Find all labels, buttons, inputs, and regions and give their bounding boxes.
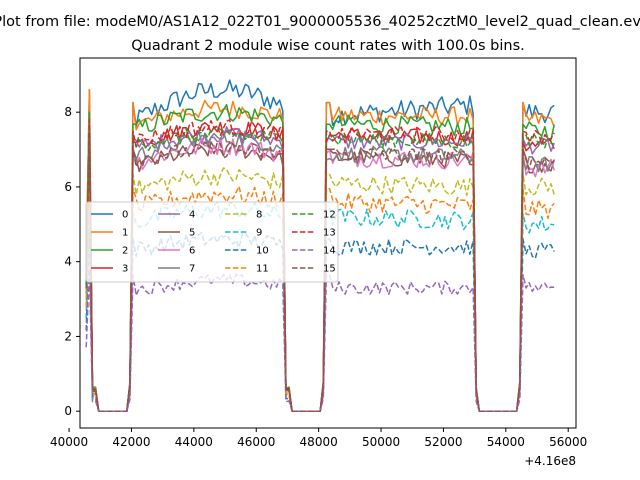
legend-label-11: 11 [256,264,269,275]
x-tick-label: 56000 [549,435,587,449]
axes: 40000 42000 44000 46000 48000 50000 52000 54000… [50,57,587,468]
x-tick-label: 48000 [300,435,338,449]
x-tick-label: 40000 [50,435,88,449]
y-tick-label: 8 [64,105,72,119]
y-tick-label: 0 [64,404,72,418]
legend-label-12: 12 [323,210,336,221]
axes-frame [79,57,577,429]
legend-label-8: 8 [256,210,262,221]
x-offset-label: +4.16e8 [524,454,576,468]
legend-label-7: 7 [189,264,195,275]
chart-title: Quadrant 2 module wise count rates with … [131,38,525,54]
x-tick-label: 42000 [112,435,150,449]
x-tick-label: 46000 [237,435,275,449]
legend-label-15: 15 [323,264,336,275]
x-tick-label: 54000 [487,435,525,449]
series-line-15 [85,137,555,412]
legend-label-5: 5 [189,228,195,239]
legend-box [85,201,339,283]
figure-title: Plot from file: modeM0/AS1A12_022T01_900… [0,14,640,30]
legend-label-14: 14 [323,246,336,257]
legend-label-1: 1 [122,228,128,239]
legend-label-9: 9 [256,228,262,239]
legend-label-13: 13 [323,228,336,239]
y-tick-label: 4 [64,255,72,269]
legend-label-6: 6 [189,246,195,257]
x-tick-label: 52000 [424,435,462,449]
legend-label-0: 0 [122,210,128,221]
legend-label-2: 2 [122,246,128,257]
legend-label-10: 10 [256,246,269,257]
legend-label-3: 3 [122,264,128,275]
y-tick-label: 6 [64,180,72,194]
x-tick-label: 44000 [175,435,213,449]
legend-label-4: 4 [189,210,195,221]
x-tick-label: 50000 [362,435,400,449]
y-tick-label: 2 [64,329,72,343]
